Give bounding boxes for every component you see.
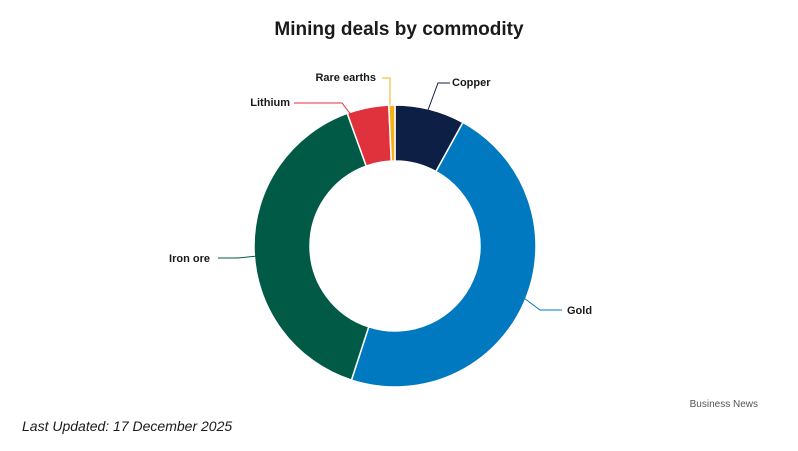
label-rare-earths: Rare earths (315, 72, 376, 84)
slice-rare-earths (388, 104, 396, 162)
donut-slices (253, 104, 537, 388)
slice-labels: Copper Gold Iron ore Lithium Rare earths (169, 72, 592, 317)
label-iron-ore: Iron ore (169, 253, 210, 265)
label-lithium: Lithium (250, 97, 290, 109)
label-gold: Gold (567, 305, 592, 317)
leader-line-gold (519, 294, 562, 311)
source-credit: Business News (689, 399, 758, 410)
leader-line-copper (427, 82, 450, 111)
leader-line-rare-earths (382, 77, 391, 105)
leader-line-lithium (294, 102, 359, 125)
slice-gold (350, 121, 537, 388)
leader-line-iron-ore (218, 255, 259, 259)
chart-title: Mining deals by commodity (274, 19, 524, 40)
leader-lines (218, 77, 562, 311)
label-copper: Copper (452, 77, 491, 89)
slice-iron-ore (253, 112, 370, 382)
last-updated-note: Last Updated: 17 December 2025 (22, 418, 233, 434)
